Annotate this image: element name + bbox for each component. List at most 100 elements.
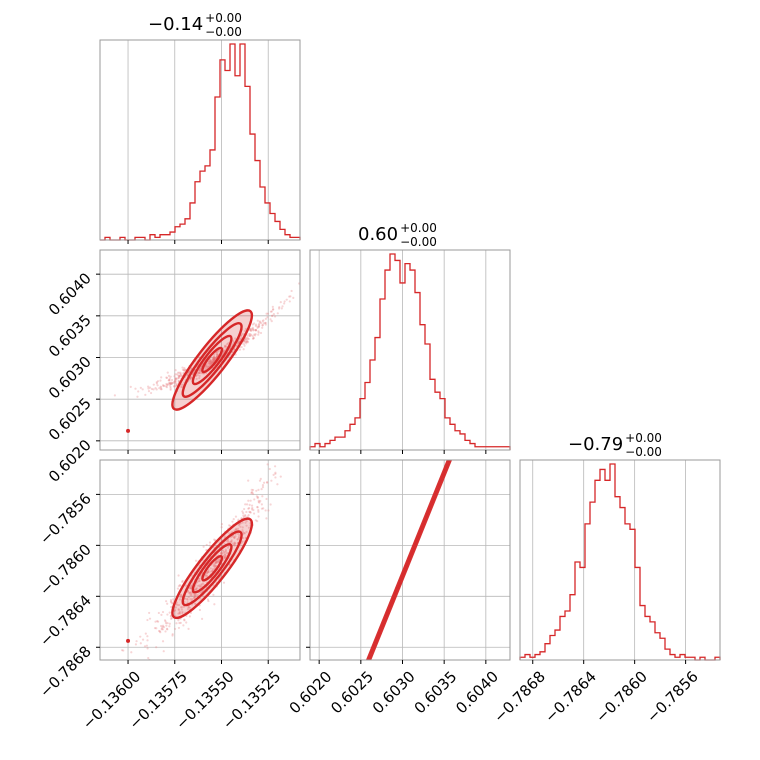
sample-point (156, 620, 159, 623)
sample-point (212, 360, 215, 363)
sample-point (451, 454, 453, 456)
sample-point (232, 543, 235, 546)
sample-point (181, 366, 184, 369)
sample-point (214, 561, 217, 564)
sample-point (188, 591, 191, 594)
sample-point (248, 510, 251, 513)
sample-point (199, 372, 202, 375)
sample-point (163, 619, 167, 622)
sample-point (264, 317, 267, 320)
sample-point (197, 371, 201, 374)
sample-point (157, 611, 160, 615)
sample-point (165, 624, 168, 627)
sample-point (186, 601, 189, 604)
sample-point (206, 570, 210, 573)
sample-point (225, 345, 228, 348)
sample-point (181, 368, 184, 371)
sample-point (186, 598, 189, 601)
sample-point (174, 385, 178, 388)
sample-point (248, 503, 251, 506)
panel-title-lower-error: −0.00 (205, 25, 242, 39)
sample-point (254, 323, 258, 326)
sample-point (264, 509, 267, 512)
sample-point (248, 332, 251, 336)
sample-point (241, 521, 244, 524)
sample-point (218, 559, 221, 562)
sample-point (266, 316, 269, 319)
sample-point (457, 440, 459, 442)
sample-point (223, 535, 227, 538)
sample-point (147, 390, 151, 393)
panel-title: −0.14 (148, 14, 203, 35)
sample-point (279, 475, 282, 478)
sample-point (256, 325, 259, 328)
sample-point (246, 336, 249, 339)
y-tick-label: 0.6040 (45, 269, 95, 319)
sample-point (212, 356, 215, 359)
sample-point (288, 300, 291, 303)
sample-point (171, 381, 174, 384)
sample-point (274, 471, 277, 474)
sample-point (177, 626, 181, 630)
sample-point (209, 359, 212, 362)
sample-point (223, 556, 226, 559)
sample-point (139, 386, 142, 389)
sample-point (254, 329, 257, 332)
sample-point (129, 385, 132, 388)
sample-point (148, 617, 152, 620)
histogram-bars (519, 463, 721, 661)
sample-point (223, 550, 226, 553)
sample-point (189, 377, 192, 380)
sample-point (231, 520, 234, 523)
sample-point (159, 631, 162, 634)
sample-point (256, 496, 260, 499)
sample-point (244, 338, 248, 341)
sample-point (156, 384, 159, 387)
sample-point (176, 371, 180, 374)
sample-point (251, 337, 255, 340)
sample-point (237, 535, 241, 538)
sample-point (257, 499, 260, 502)
sample-point (222, 551, 225, 554)
sample-point (236, 342, 240, 345)
sample-point (165, 627, 169, 630)
sample-point (254, 324, 257, 327)
sample-point (177, 603, 181, 607)
sample-point (254, 328, 258, 332)
sample-point (216, 354, 219, 357)
sample-point (196, 587, 199, 590)
sample-point (212, 356, 216, 359)
sample-point (174, 373, 177, 376)
sample-point (152, 383, 155, 386)
sample-point (150, 387, 154, 391)
sample-point (245, 510, 248, 514)
sample-point (236, 538, 239, 541)
sample-point (185, 597, 189, 601)
sample-point (165, 386, 169, 389)
panel-title-lower-error: −0.00 (400, 235, 437, 249)
sample-point (181, 579, 184, 583)
sample-point (178, 610, 181, 613)
sample-point (177, 375, 181, 379)
sample-point (198, 376, 201, 380)
sample-point (214, 566, 217, 569)
sample-point (174, 377, 178, 380)
x-tick-label: 0.6030 (369, 668, 419, 718)
sample-point (220, 538, 223, 541)
sample-point (225, 551, 228, 555)
sample-point (244, 513, 247, 517)
sample-point (252, 337, 255, 340)
sample-point (226, 539, 229, 542)
sample-point (257, 509, 260, 512)
sample-point (173, 627, 177, 631)
sample-point (156, 380, 160, 383)
sample-point (280, 307, 283, 310)
sample-point (190, 594, 193, 597)
sample-point (211, 568, 215, 571)
sample-point (262, 319, 265, 322)
sample-point (231, 542, 234, 545)
sample-point (169, 598, 173, 602)
sample-point (246, 340, 249, 343)
sample-point (167, 374, 171, 377)
sample-point (137, 390, 140, 393)
